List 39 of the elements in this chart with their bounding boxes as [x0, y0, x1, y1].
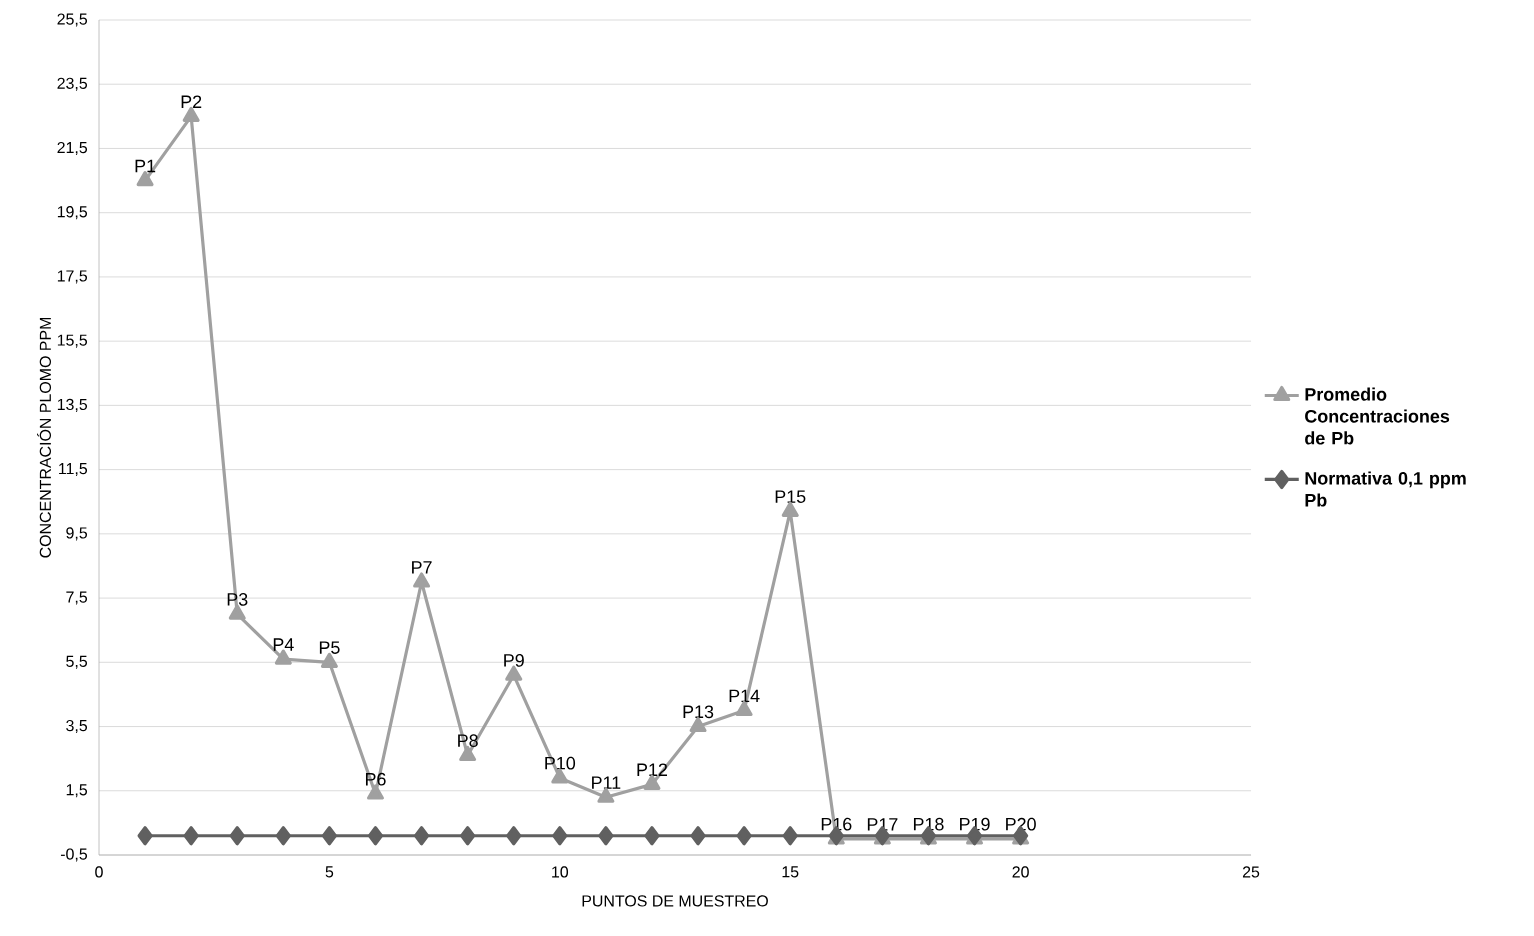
data-label: P10 [545, 756, 576, 770]
data-label: P1 [135, 159, 156, 173]
data-label: P12 [637, 763, 668, 776]
x-tick-label: 15 [782, 866, 799, 878]
data-label: P14 [729, 689, 760, 703]
data-label: P13 [683, 705, 714, 719]
y-tick-label: 9,5 [66, 527, 88, 541]
y-tick-label: 21,5 [57, 141, 88, 156]
data-label: P3 [227, 593, 248, 606]
data-label: P7 [412, 561, 432, 574]
data-label: P4 [273, 638, 294, 651]
data-label: P2 [181, 95, 202, 108]
data-label: P9 [504, 654, 524, 667]
y-tick-label: 7,5 [66, 591, 88, 605]
x-tick-label: 25 [1242, 866, 1260, 878]
data-label: P11 [592, 776, 621, 789]
y-tick-label: 13,5 [57, 398, 88, 412]
y-tick-label: 19,5 [57, 206, 88, 220]
x-tick-label: 0 [95, 866, 103, 878]
data-label: P5 [319, 641, 340, 654]
x-tick-label: 20 [1012, 866, 1029, 878]
y-axis-title: CONCENTRACIÓN PLOMO PPM [37, 317, 51, 558]
y-tick-label: 15,5 [57, 334, 88, 348]
legend-label: Promedio Concentraciones de Pb [1305, 387, 1450, 445]
data-label: P8 [458, 734, 478, 748]
x-tick-label: 5 [325, 866, 334, 878]
y-tick-label: -0,5 [60, 848, 88, 862]
y-tick-label: 17,5 [57, 270, 88, 284]
y-tick-label: 25,5 [57, 13, 88, 27]
y-tick-label: 11,5 [59, 463, 88, 477]
y-tick-label: 5,5 [66, 655, 88, 669]
legend-label: Normativa 0,1 ppm Pb [1305, 471, 1466, 507]
x-axis-title: PUNTOS DE MUESTREO [582, 895, 768, 907]
y-tick-label: 3,5 [66, 719, 88, 734]
data-label: P6 [365, 772, 386, 786]
data-label: P15 [775, 490, 806, 503]
x-tick-label: 10 [552, 866, 569, 878]
y-tick-label: 23,5 [57, 77, 88, 91]
y-tick-label: 1,5 [66, 784, 88, 798]
